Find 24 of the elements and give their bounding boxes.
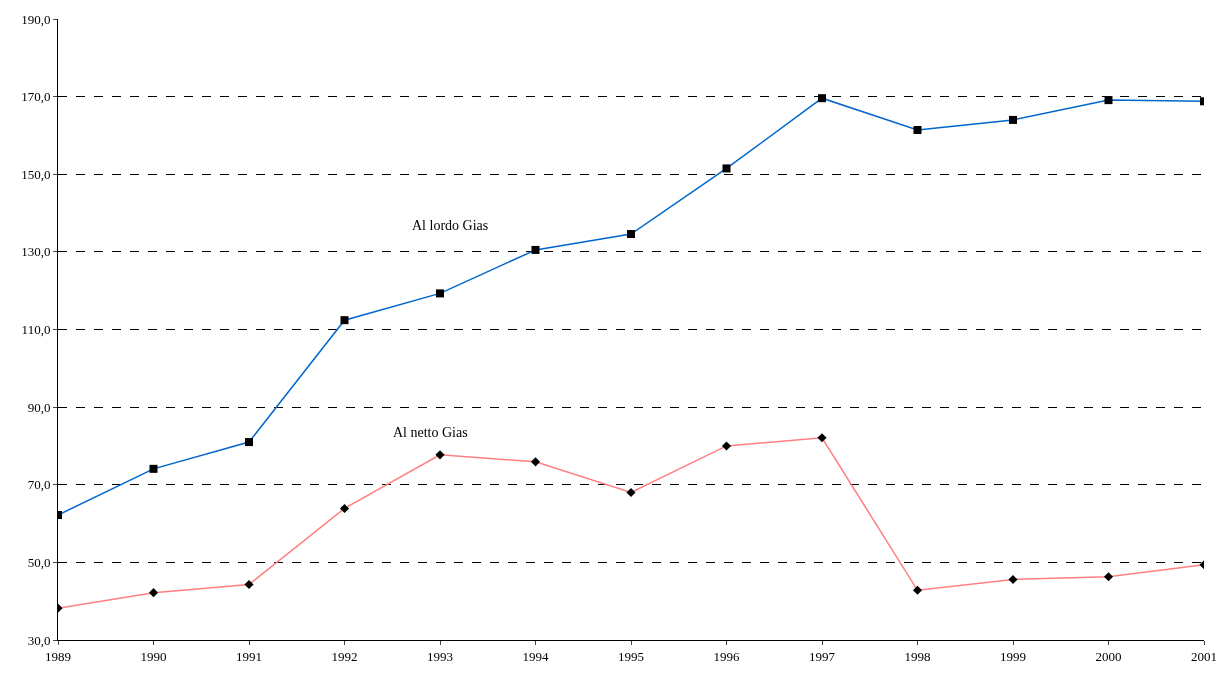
- x-tick-label: 2000: [1095, 648, 1122, 664]
- x-tick-label: 1993: [427, 648, 453, 664]
- y-tick-label: 130,0: [21, 244, 51, 260]
- x-tick-label: 1995: [618, 648, 644, 664]
- x-tick-label: 1992: [331, 648, 358, 664]
- y-tick-label: 150,0: [21, 166, 51, 182]
- y-tick-label: 90,0: [27, 399, 51, 415]
- y-tick-label: 190,0: [21, 11, 51, 27]
- x-tick-label: 1990: [140, 648, 167, 664]
- x-tick-label: 1994: [522, 648, 549, 664]
- text: Al lordo Gias: [412, 218, 489, 233]
- x-tick-label: 1991: [236, 648, 262, 664]
- y-tick-label: 70,0: [27, 477, 51, 493]
- x-tick-label: 1999: [1000, 648, 1026, 664]
- x-tick-label: 1997: [809, 648, 836, 664]
- x-tick-label: 1989: [45, 648, 71, 664]
- x-tick-label: 1998: [904, 648, 931, 664]
- x-tick-label: 1996: [713, 648, 740, 664]
- y-tick-label: 30,0: [27, 632, 51, 648]
- y-tick-label: 170,0: [21, 89, 51, 105]
- series-label: Al netto Gias: [393, 425, 468, 440]
- y-tick-label: 110,0: [21, 322, 51, 338]
- x-tick-label: 2001: [1191, 648, 1217, 664]
- y-tick-label: 50,0: [27, 554, 51, 570]
